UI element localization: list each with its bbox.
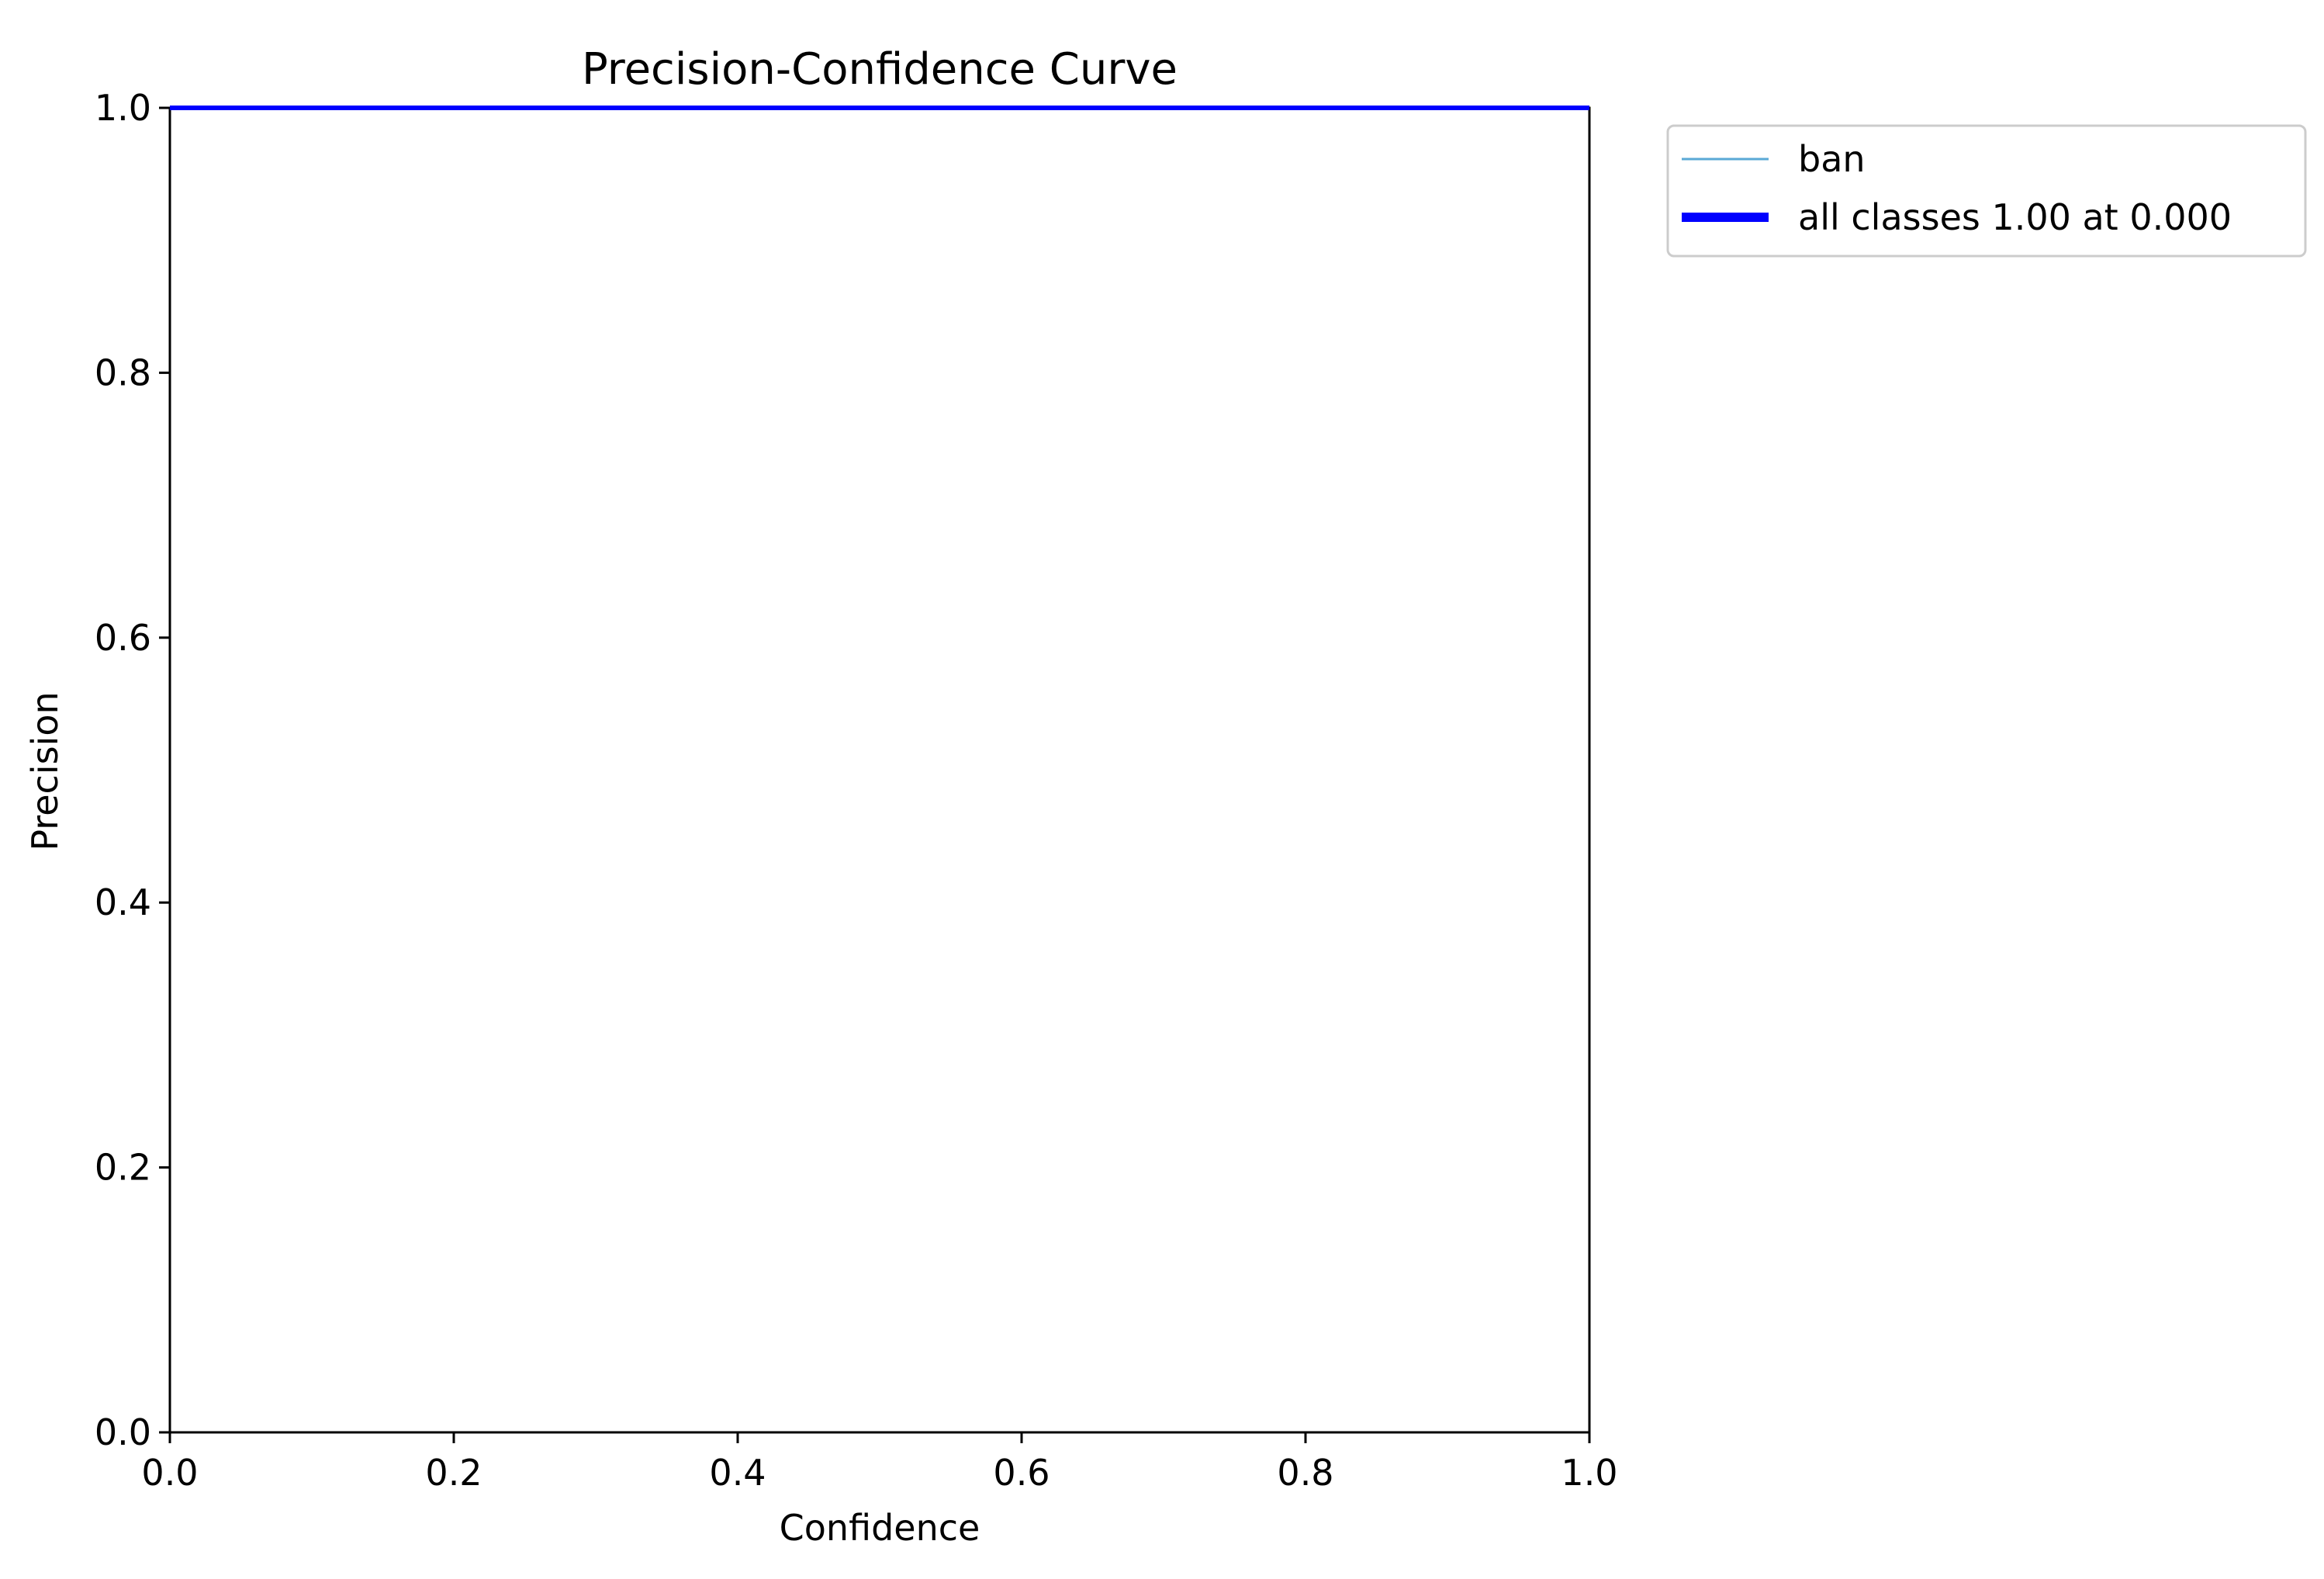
plot-area: 0.0 0.2 0.4 0.6 0.8 1.0 0.0 0.2 0.4 0.6 0.8 1.0: [95, 87, 1618, 1494]
x-tick-label: 0.2: [425, 1452, 482, 1494]
legend-label-ban: ban: [1798, 138, 1866, 180]
x-tick-label: 0.4: [709, 1452, 766, 1494]
x-axis-label: Confidence: [780, 1507, 980, 1549]
y-tick-label: 0.4: [95, 881, 151, 923]
y-tick-label: 0.8: [95, 351, 151, 393]
chart-title: Precision-Confidence Curve: [582, 44, 1178, 95]
x-axis-ticks: 0.0 0.2 0.4 0.6 0.8 1.0: [141, 1432, 1618, 1494]
legend-label-all-classes: all classes 1.00 at 0.000: [1798, 196, 2232, 238]
y-axis-ticks: 0.0 0.2 0.4 0.6 0.8 1.0: [95, 87, 170, 1453]
y-axis-label: Precision: [24, 691, 66, 850]
x-tick-label: 0.0: [141, 1452, 198, 1494]
x-tick-label: 0.6: [993, 1452, 1050, 1494]
x-tick-label: 0.8: [1277, 1452, 1333, 1494]
y-tick-label: 1.0: [95, 87, 151, 129]
legend: ban all classes 1.00 at 0.000: [1666, 124, 2307, 258]
x-tick-label: 1.0: [1561, 1452, 1617, 1494]
y-tick-label: 0.0: [95, 1411, 151, 1453]
y-tick-label: 0.2: [95, 1147, 151, 1189]
y-tick-label: 0.6: [95, 617, 151, 659]
legend-box: [1666, 124, 2307, 258]
